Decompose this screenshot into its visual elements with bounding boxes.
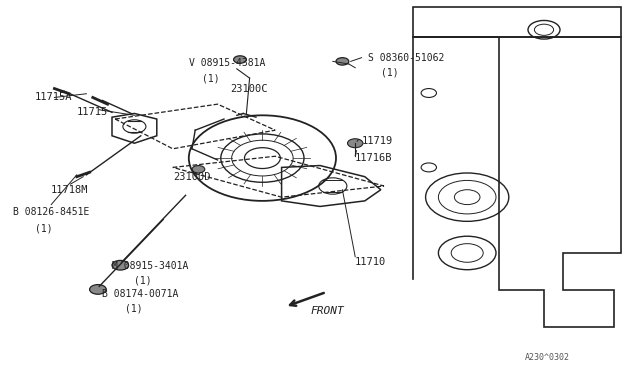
Text: 11716B: 11716B (355, 153, 393, 163)
Text: A230^0302: A230^0302 (525, 353, 570, 362)
Text: V 08915-4381A: V 08915-4381A (189, 58, 265, 68)
Circle shape (234, 56, 246, 63)
Circle shape (336, 58, 349, 65)
Text: (1): (1) (125, 304, 143, 314)
Text: 11719: 11719 (362, 137, 393, 146)
Text: 11718M: 11718M (51, 185, 89, 195)
Text: 23100C: 23100C (230, 84, 268, 94)
Text: (1): (1) (35, 224, 53, 234)
Text: FRONT: FRONT (310, 306, 344, 315)
Text: 11715: 11715 (77, 107, 108, 116)
Text: (1): (1) (134, 276, 152, 286)
Circle shape (90, 285, 106, 294)
Text: 11710: 11710 (355, 257, 387, 267)
Circle shape (192, 166, 205, 173)
Text: B 08174-0071A: B 08174-0071A (102, 289, 179, 299)
Text: M 08915-3401A: M 08915-3401A (112, 261, 188, 271)
Text: 23100D: 23100D (173, 172, 211, 182)
Circle shape (112, 260, 129, 270)
Circle shape (348, 139, 363, 148)
Text: (1): (1) (202, 73, 220, 83)
Text: S 08360-51062: S 08360-51062 (368, 53, 444, 62)
Text: 11715A: 11715A (35, 92, 73, 102)
Text: (1): (1) (381, 68, 399, 77)
Text: B 08126-8451E: B 08126-8451E (13, 207, 89, 217)
